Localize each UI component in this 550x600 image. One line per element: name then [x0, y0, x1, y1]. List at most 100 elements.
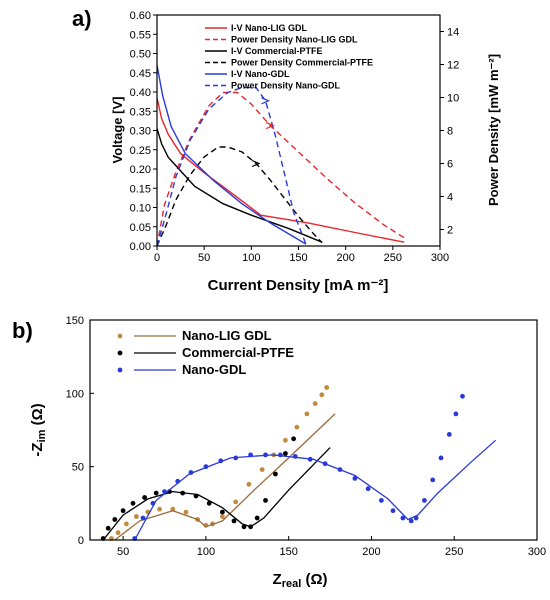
- legend-entry: Power Density Nano-LIG GDL: [231, 35, 358, 45]
- data-point-0: [183, 509, 189, 515]
- x-tick-label: 100: [242, 252, 260, 264]
- data-point-2: [365, 486, 371, 492]
- x-tick-label: 50: [198, 252, 210, 264]
- arrow-marker: [265, 121, 275, 130]
- y-tick-label: 0.20: [130, 164, 151, 176]
- data-point-1: [120, 508, 126, 514]
- y-tick-label: 100: [66, 388, 84, 400]
- x-tick-label: 250: [384, 252, 402, 264]
- x-tick-label: 50: [117, 546, 129, 558]
- data-point-1: [220, 509, 225, 515]
- panel-a-label: a): [72, 6, 92, 31]
- data-point-0: [220, 514, 225, 519]
- fit-line-2: [134, 439, 497, 541]
- data-point-1: [291, 436, 296, 442]
- legend-entry: Commercial-PTFE: [182, 345, 294, 360]
- legend-entry: I-V Nano-LIG GDL: [231, 23, 307, 33]
- x-tick-label: 300: [528, 546, 546, 558]
- panel-a-right-y-axis-title: Power Density [mW m⁻²]: [486, 54, 501, 206]
- x-tick-label: 150: [289, 252, 307, 264]
- panel-b-frame: [89, 319, 538, 541]
- arrow-marker: [261, 97, 271, 105]
- x-tick-label: 250: [445, 546, 463, 558]
- data-point-1: [153, 490, 159, 496]
- data-point-0: [319, 392, 325, 398]
- panel-b-chart: 50 100 150 200 250 300 0 50 100 150: [66, 315, 547, 558]
- y-tick-label: 0.15: [130, 183, 151, 195]
- panel-a-chart: 0 50 100 150 200 250 300 0.00 0.05 0.10 0.15 0.20 0.…: [130, 10, 460, 264]
- data-point-1: [283, 451, 288, 456]
- legend-entry: Nano-LIG GDL: [182, 328, 272, 343]
- y-tick-label: 0.40: [130, 87, 151, 99]
- panel-a-legend: I-V Nano-LIG GDL Power Density Nano-LIG G…: [205, 23, 373, 91]
- data-point-0: [124, 521, 129, 527]
- legend-marker: [117, 333, 123, 339]
- data-point-2: [390, 508, 396, 514]
- data-point-1: [105, 525, 111, 531]
- y-tick-label: 150: [66, 315, 84, 327]
- y-tick-label: 0: [78, 535, 84, 547]
- series-line-4: [156, 64, 307, 245]
- series-line-3: [156, 146, 323, 247]
- data-point-2: [140, 515, 146, 521]
- data-point-2: [453, 411, 459, 417]
- legend-entry: I-V Commercial-PTFE: [231, 46, 323, 56]
- x-tick-label: 300: [431, 252, 449, 264]
- series-line-2: [156, 128, 323, 243]
- y2-tick-label: 2: [447, 225, 453, 237]
- data-point-1: [273, 471, 278, 477]
- legend-marker: [117, 367, 123, 373]
- legend-entry: Power Density Nano-GDL: [231, 81, 341, 91]
- data-point-0: [259, 467, 265, 472]
- data-point-2: [400, 515, 406, 521]
- series-line-1: [156, 91, 405, 247]
- data-point-1: [206, 500, 212, 506]
- data-point-1: [254, 515, 260, 521]
- panel-b-legend: Nano-LIG GDL Commercial-PTFE Nano-GDL: [117, 328, 294, 377]
- y-tick-label: 0.05: [130, 222, 151, 234]
- y2-tick-label: 12: [447, 60, 459, 72]
- y-tick-label: 0.45: [130, 68, 151, 80]
- data-point-0: [304, 411, 310, 417]
- y-tick-label: 0.50: [130, 49, 151, 61]
- fit-line-1: [102, 447, 331, 541]
- data-point-2: [379, 498, 384, 503]
- y-tick-label: 0.55: [130, 29, 151, 41]
- data-point-2: [408, 518, 414, 524]
- data-point-2: [430, 477, 436, 483]
- panel-a-left-y-axis-title: Voltage [V]: [110, 97, 125, 164]
- y-tick-label: 0.30: [130, 126, 151, 138]
- series-line-0: [156, 97, 405, 243]
- data-point-0: [246, 481, 252, 487]
- series-line-5: [156, 86, 307, 247]
- panel-b-label: b): [12, 318, 33, 343]
- data-point-2: [460, 393, 465, 399]
- data-point-0: [294, 424, 300, 430]
- data-point-2: [438, 455, 444, 461]
- panel-a-x-axis-title: Current Density [mA m⁻²]: [208, 277, 389, 294]
- legend-entry: Nano-GDL: [182, 362, 246, 377]
- legend-entry: I-V Nano-GDL: [231, 69, 290, 79]
- y-tick-label: 0.35: [130, 106, 151, 118]
- x-tick-label: 0: [154, 252, 160, 264]
- panel-a-frame: [156, 14, 441, 247]
- data-point-1: [263, 498, 268, 503]
- legend-entry: Power Density Commercial-PTFE: [231, 58, 373, 68]
- data-point-1: [112, 517, 118, 522]
- y2-tick-label: 4: [447, 192, 453, 204]
- x-tick-label: 100: [197, 546, 215, 558]
- x-tick-label: 200: [336, 252, 354, 264]
- y-tick-label: 0.25: [130, 145, 151, 157]
- data-point-0: [115, 530, 121, 536]
- y-tick-label: 0.10: [130, 203, 151, 215]
- data-point-0: [134, 514, 139, 519]
- panel-b-x-axis-title: Zreal (Ω): [273, 571, 328, 590]
- y-tick-label: 0.60: [130, 10, 151, 22]
- y2-tick-label: 10: [447, 93, 459, 105]
- fit-line-0: [114, 413, 336, 541]
- y-tick-label: 0.00: [130, 241, 151, 253]
- data-point-0: [324, 385, 330, 390]
- data-point-1: [130, 500, 136, 506]
- y-tick-label: 50: [72, 462, 84, 474]
- data-point-2: [352, 476, 358, 481]
